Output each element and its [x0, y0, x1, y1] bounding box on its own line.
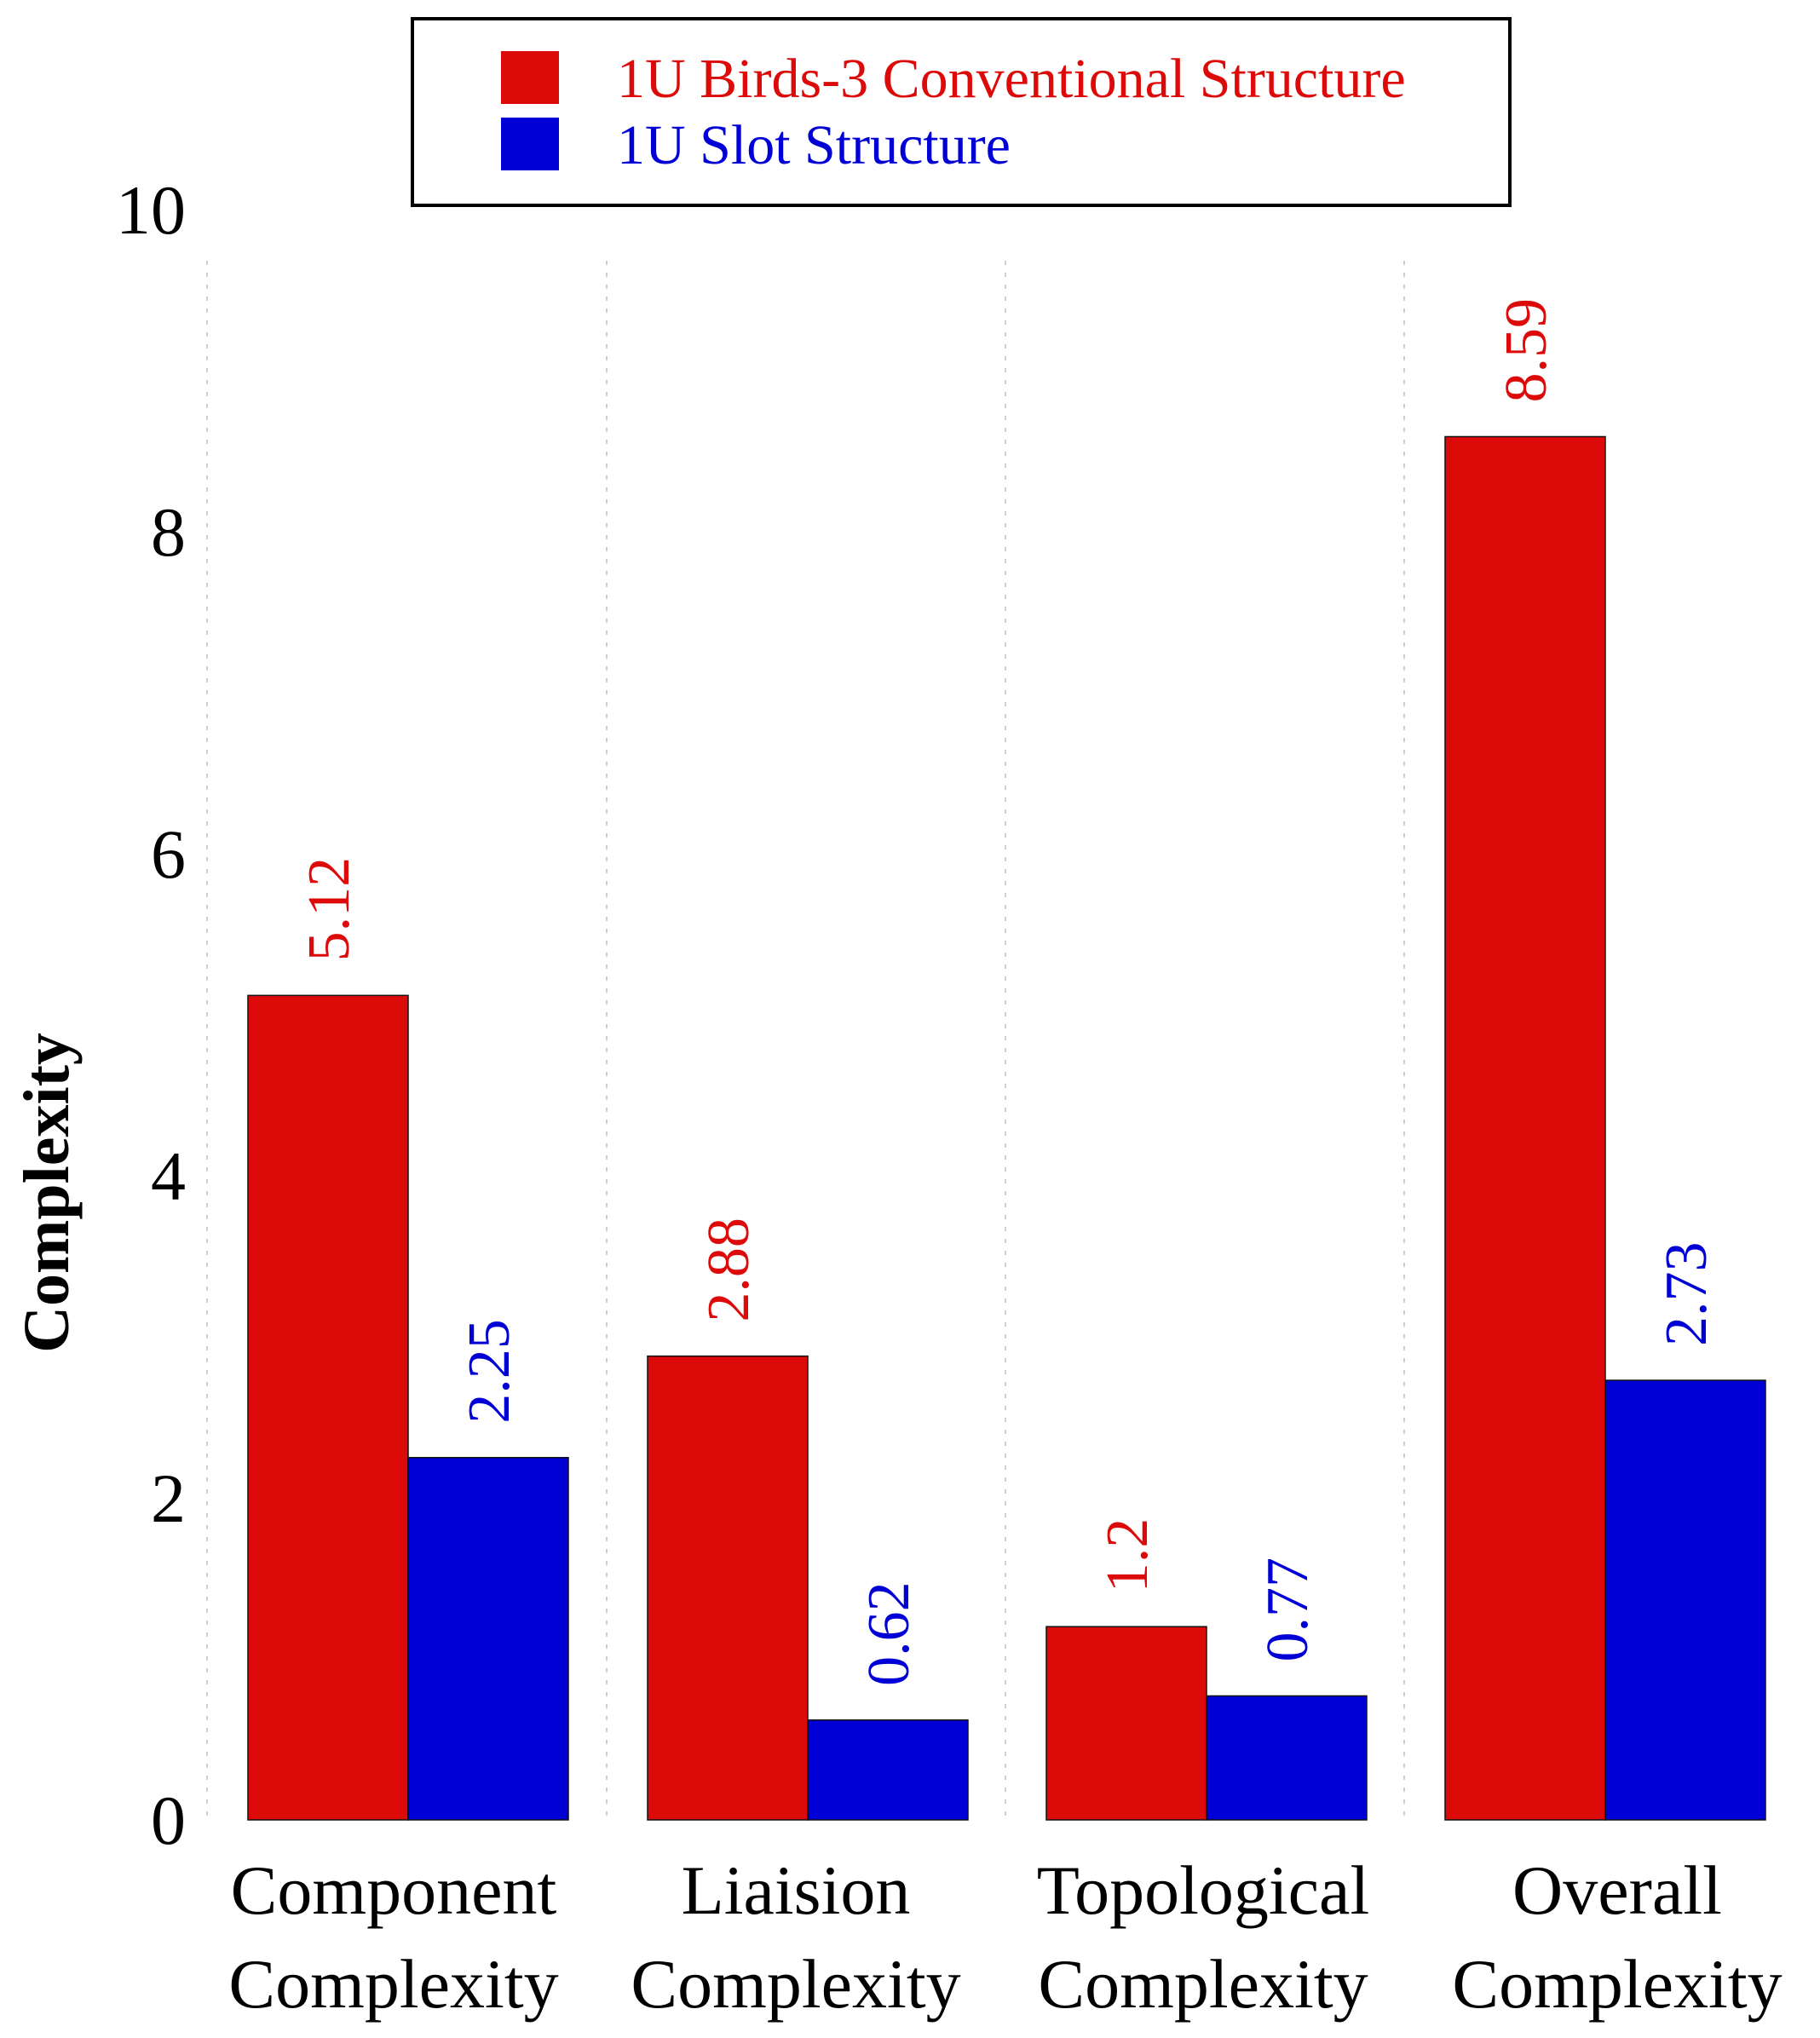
y-tick-8: 8: [151, 493, 186, 571]
bars: [247, 435, 1766, 1821]
y-tick-0: 0: [151, 1782, 186, 1859]
x-tick-label-0-1: Complexity: [228, 1945, 558, 2023]
x-tick-label-3-1: Complexity: [1452, 1945, 1782, 2023]
x-tick-label-3-0: Overall: [1512, 1851, 1722, 1929]
legend-swatch-1: [501, 118, 559, 170]
bar-s1-c3: [1604, 1379, 1766, 1821]
y-axis-ticks: 0 2 4 6 8 10: [116, 171, 186, 1859]
value-label-s0-c3: 8.59: [1494, 298, 1559, 403]
y-tick-10: 10: [116, 171, 186, 249]
x-tick-label-0-0: Component: [231, 1851, 557, 1929]
x-tick-label-2-0: Topological: [1037, 1851, 1370, 1929]
value-label-s0-c0: 5.12: [297, 857, 362, 962]
y-tick-6: 6: [151, 815, 186, 893]
y-tick-4: 4: [151, 1137, 186, 1215]
bar-s1-c0: [407, 1457, 569, 1821]
x-tick-label-2-1: Complexity: [1038, 1945, 1368, 2023]
bar-s0-c3: [1444, 435, 1606, 1821]
bar-s0-c1: [647, 1355, 809, 1821]
value-label-s1-c2: 0.77: [1255, 1557, 1321, 1662]
legend-swatch-0: [501, 51, 559, 104]
bar-s0-c2: [1045, 1626, 1207, 1821]
value-labels: 5.12 2.88 1.2 8.59 2.25 0.62 0.77 2.73: [297, 298, 1719, 1686]
value-label-s0-c1: 2.88: [696, 1218, 762, 1322]
bar-s1-c2: [1206, 1695, 1368, 1821]
legend-label-0: 1U Birds-3 Conventional Structure: [617, 48, 1406, 110]
bar-s0-c0: [247, 994, 409, 1821]
value-label-s0-c2: 1.2: [1095, 1518, 1161, 1593]
x-tick-label-1-0: Liaision: [682, 1851, 911, 1929]
y-tick-2: 2: [151, 1459, 186, 1537]
x-axis-category-labels: Component Complexity Liaision Complexity Top…: [228, 1851, 1782, 2023]
x-tick-label-1-1: Complexity: [631, 1945, 960, 2023]
value-label-s1-c0: 2.25: [457, 1319, 522, 1424]
grid-lines: [206, 261, 1405, 1820]
legend-label-1: 1U Slot Structure: [617, 114, 1011, 176]
y-axis-label: Complexity: [11, 1033, 83, 1353]
legend-box: [411, 17, 1512, 207]
bar-s1-c1: [807, 1719, 969, 1821]
value-label-s1-c3: 2.73: [1654, 1242, 1719, 1347]
value-label-s1-c1: 0.62: [856, 1581, 922, 1686]
